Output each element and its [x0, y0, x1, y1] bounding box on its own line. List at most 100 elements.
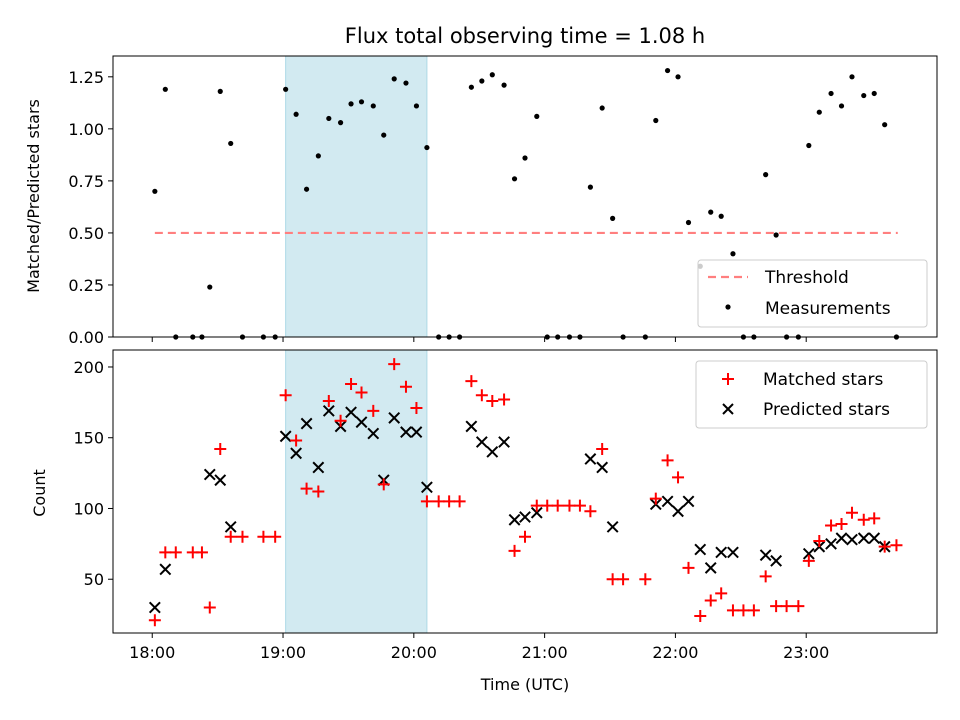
matched-stars-point [780, 600, 793, 613]
measurement-point [403, 80, 409, 86]
predicted-stars-point [475, 436, 488, 448]
measurement-point [326, 115, 332, 122]
measurement-point [391, 76, 397, 82]
matched-stars-point [759, 570, 772, 583]
predicted-stars-point [661, 495, 674, 508]
predicted-stars-point [584, 453, 597, 465]
bottom-xtick-label: 18:00 [129, 643, 175, 662]
measurement-point [849, 74, 855, 80]
matched-stars-point [203, 601, 216, 614]
bottom-y-axis-label: Count [30, 469, 49, 517]
predicted-stars-point [400, 426, 412, 438]
predicted-stars-point [825, 537, 837, 550]
matched-stars-point [835, 518, 848, 531]
bottom-xtick-label: 19:00 [260, 643, 306, 662]
matched-stars-point [802, 554, 815, 567]
measurement-point [511, 176, 518, 182]
measurement-point [816, 109, 822, 115]
matched-stars-point [159, 546, 172, 559]
measurement-point [424, 144, 430, 151]
predicted-stars-point [300, 417, 313, 430]
measurement-point [370, 103, 376, 109]
predicted-stars-point [672, 505, 684, 518]
predicted-stars-point [322, 404, 335, 417]
matched-stars-point [704, 594, 717, 607]
matched-stars-point [530, 499, 543, 512]
predicted-stars-point [759, 549, 772, 562]
predicted-stars-point [802, 547, 815, 560]
predicted-stars-point [410, 426, 423, 438]
matched-stars-point [508, 544, 521, 557]
legend-measurements-label: Measurements [765, 299, 891, 319]
top-y-axis-label: Matched/Predicted stars [24, 99, 43, 293]
matched-stars-point [195, 546, 208, 559]
bottom-ytick-label: 50 [84, 570, 104, 589]
predicted-stars-point [715, 546, 728, 559]
measurement-point [675, 74, 681, 80]
legend-predicted-label: Predicted stars [763, 400, 890, 420]
matched-stars-point [443, 495, 456, 508]
measurement-point [664, 67, 671, 74]
matched-stars-point [747, 604, 760, 617]
predicted-stars-point [345, 406, 357, 419]
matched-stars-point [290, 434, 303, 447]
matched-stars-point [878, 540, 891, 553]
measurement-point [871, 90, 877, 97]
top-panel: 0.00 0.25 0.50 0.75 1.00 1.25 [68, 55, 938, 347]
matched-stars-point [519, 530, 531, 543]
matched-stars-point [498, 393, 511, 406]
predicted-stars-point [465, 420, 478, 433]
predicted-stars-point [694, 543, 707, 556]
top-ytick-label: 1.00 [68, 120, 104, 139]
measurement-point [293, 111, 299, 117]
matched-stars-point [169, 546, 182, 559]
predicted-stars-point [846, 533, 858, 546]
matched-stars-point [596, 443, 609, 456]
matched-stars-point [224, 530, 237, 543]
matched-stars-point [279, 389, 292, 402]
matched-stars-point [639, 573, 652, 586]
bottom-xtick-label: 22:00 [652, 643, 698, 662]
bottom-xtick-label: 21:00 [522, 643, 568, 662]
predicted-stars-point [214, 474, 227, 487]
top-ytick-label: 1.25 [68, 68, 104, 87]
predicted-stars-point [388, 412, 401, 424]
bottom-ytick-label: 100 [73, 499, 104, 518]
matched-stars-point [606, 573, 619, 586]
matched-stars-point [563, 499, 576, 512]
matched-stars-point [432, 495, 445, 508]
top-ytick-label: 0.75 [68, 172, 104, 191]
matched-stars-point [486, 394, 499, 407]
matched-stars-point [465, 375, 478, 388]
measurement-point [303, 186, 310, 192]
legend-threshold-label: Threshold [764, 268, 849, 288]
bottom-ytick-label: 150 [73, 429, 104, 448]
matched-stars-point [737, 604, 750, 617]
predicted-stars-point [498, 436, 510, 448]
measurement-point [806, 142, 812, 149]
predicted-stars-point [682, 495, 695, 508]
measurement-point [685, 219, 692, 226]
measurement-point [381, 132, 387, 138]
top-ytick-label: 0.00 [68, 328, 104, 347]
measurement-point [610, 215, 616, 221]
matched-stars-point [355, 386, 368, 399]
measurement-point [773, 232, 779, 238]
predicted-stars-point [420, 481, 433, 494]
predicted-stars-point [312, 461, 325, 474]
measurement-point [763, 172, 769, 178]
predicted-stars-point [159, 563, 172, 576]
matched-stars-point [813, 535, 826, 548]
predicted-stars-point [355, 416, 368, 429]
matched-stars-point [617, 573, 630, 586]
measurement-point [283, 86, 289, 92]
matched-stars-point [420, 495, 433, 508]
matched-stars-point [236, 530, 249, 543]
top-observing-span [285, 55, 428, 338]
matched-stars-point [584, 505, 597, 518]
matched-stars-point [792, 600, 805, 613]
x-axis-label: Time (UTC) [480, 675, 569, 694]
predicted-stars-point [727, 546, 739, 559]
